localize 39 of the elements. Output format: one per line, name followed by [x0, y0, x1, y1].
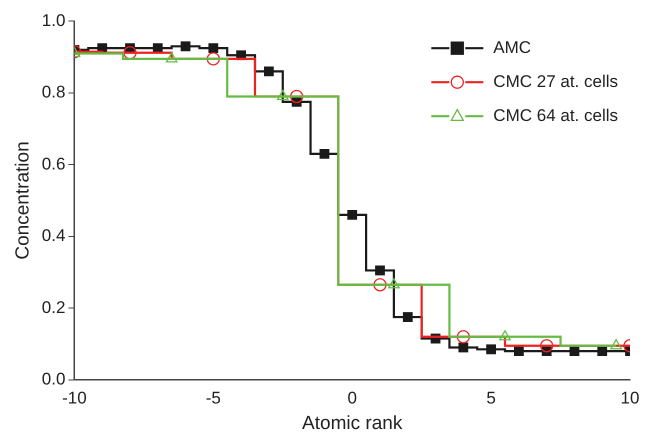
- point: [206, 52, 220, 66]
- y-tick-label: 0.4: [42, 226, 66, 246]
- legend-label: CMC 64 at. cells: [493, 106, 618, 125]
- point: [486, 344, 496, 354]
- point: [166, 52, 178, 63]
- point: [610, 339, 622, 350]
- point: [373, 278, 387, 292]
- point: [123, 46, 137, 60]
- point: [347, 210, 358, 220]
- point: [320, 148, 330, 159]
- legend-label: AMC: [493, 38, 532, 57]
- point: [458, 342, 468, 352]
- y-tick-label: 0.0: [42, 369, 66, 388]
- point: [180, 41, 190, 52]
- point: [540, 339, 554, 352]
- point: [276, 90, 289, 100]
- point: [375, 266, 385, 276]
- point: [499, 330, 511, 340]
- y-tick-label: 0.6: [42, 154, 66, 174]
- point: [402, 312, 413, 322]
- point: [264, 66, 274, 76]
- x-tick-label: 0: [347, 388, 357, 408]
- point: [570, 346, 580, 356]
- x-axis-title: Atomic rank: [302, 412, 403, 434]
- y-tick-label: 0.2: [42, 298, 66, 317]
- x-tick-label: -5: [206, 388, 221, 408]
- point: [514, 346, 524, 356]
- point: [290, 90, 304, 104]
- x-tick-label: 10: [620, 388, 640, 408]
- point: [208, 43, 218, 53]
- x-tick-label: -10: [62, 388, 87, 408]
- legend-label: CMC 27 at. cells: [493, 72, 618, 91]
- x-tick-label: 5: [486, 388, 496, 408]
- y-tick-label: 0.8: [42, 82, 66, 102]
- point: [388, 278, 400, 288]
- y-axis-title: Concentration: [12, 141, 34, 260]
- point: [597, 346, 608, 356]
- y-tick-label: 1.0: [42, 10, 66, 30]
- point: [456, 330, 470, 344]
